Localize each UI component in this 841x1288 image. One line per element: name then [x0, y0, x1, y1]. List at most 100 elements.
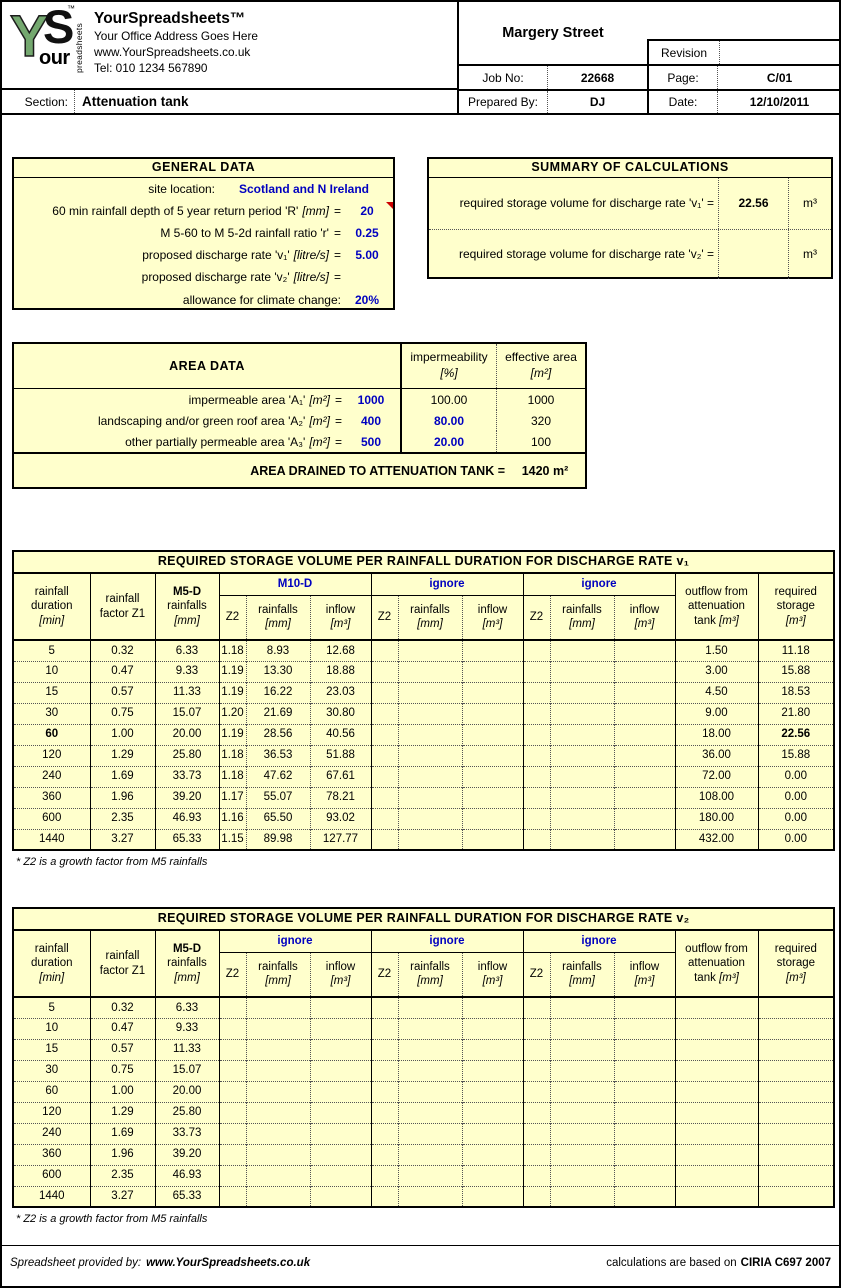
cell-g3-0 — [523, 681, 551, 703]
company-website-link[interactable]: www.YourSpreadsheets.co.uk — [94, 45, 251, 60]
cell-g3-1 — [550, 640, 615, 661]
cell-g1-2: 93.02 — [310, 807, 372, 829]
cell-storage — [758, 1080, 835, 1102]
cell-g2-2 — [462, 1122, 524, 1144]
area-input-value[interactable]: 500 — [360, 434, 382, 449]
cell-g2-1 — [398, 1143, 463, 1165]
table-title-v1: REQUIRED STORAGE VOLUME PER RAINFALL DUR… — [13, 551, 835, 574]
cell-g3-2 — [614, 702, 676, 724]
cell-g2-0 — [371, 1017, 399, 1039]
area-total-row: AREA DRAINED TO ATTENUATION TANK = 1420 … — [14, 452, 585, 488]
cell-g3-2 — [614, 1122, 676, 1144]
job-no-label: Job No: — [482, 70, 524, 85]
cell-outflow: 1.50 — [675, 640, 759, 661]
cell-g3-2 — [614, 640, 676, 661]
date-value[interactable]: 12/10/2011 — [717, 91, 839, 113]
summary-title: SUMMARY OF CALCULATIONS — [429, 159, 831, 178]
cell-duration: 15 — [13, 681, 91, 703]
cell-g1-0: 1.19 — [219, 723, 247, 745]
cell-g2-2 — [462, 807, 524, 829]
area-input-value[interactable]: 400 — [360, 413, 382, 428]
area-total-value: 1420 m² — [521, 464, 569, 478]
cell-storage: 0.00 — [758, 807, 835, 829]
cell-duration: 5 — [13, 997, 91, 1018]
cell-g3-0 — [523, 786, 551, 808]
sub-header-rainfalls: rainfalls [mm] — [398, 595, 463, 641]
table-title-v2: REQUIRED STORAGE VOLUME PER RAINFALL DUR… — [13, 908, 835, 931]
col-header-outflow: outflow from attenuation tank [m³] — [675, 573, 759, 641]
cell-duration: 360 — [13, 786, 91, 808]
cell-factor: 1.29 — [90, 1101, 156, 1123]
cell-g3-2 — [614, 681, 676, 703]
cell-g2-1 — [398, 997, 463, 1018]
table-row: 10 0.47 9.33 1.19 13.30 18.88 3.00 15.88 — [13, 660, 835, 682]
cell-g1-0: 1.16 — [219, 807, 247, 829]
sub-header-inflow: inflow [m³] — [614, 952, 676, 998]
section-value[interactable]: Attenuation tank — [82, 94, 189, 109]
cell-g3-2 — [614, 1185, 676, 1207]
general-input-value[interactable]: 20% — [354, 292, 380, 307]
general-row-label: site location: — [148, 182, 215, 197]
general-input-value[interactable]: 5.00 — [355, 248, 379, 263]
header-bottom-border — [2, 113, 839, 115]
cell-g1-1 — [246, 1101, 311, 1123]
area-input-value[interactable]: 1000 — [357, 392, 385, 407]
area-data-row: other partially permeable area 'A₃' [m²] =… — [14, 431, 585, 452]
sub-header-z2: Z2 — [371, 595, 399, 641]
cell-outflow: 36.00 — [675, 744, 759, 766]
general-input-value[interactable]: 0.25 — [355, 226, 379, 241]
section-label: Section: — [24, 94, 68, 109]
cell-g3-0 — [523, 828, 551, 850]
job-no-value[interactable]: 22668 — [547, 66, 647, 89]
cell-m5d: 20.00 — [155, 1080, 220, 1102]
cell-m5d: 46.93 — [155, 1164, 220, 1186]
cell-g2-1 — [398, 765, 463, 787]
cell-g1-1: 21.69 — [246, 702, 311, 724]
effective-area-column-header: effective area [m²] — [497, 344, 585, 388]
area-row-label: landscaping and/or green roof area 'A₂' — [97, 413, 306, 428]
col-header-storage: required storage [m³] — [758, 930, 835, 998]
cell-storage — [758, 1143, 835, 1165]
cell-g2-0 — [371, 1101, 399, 1123]
summary-rows: required storage volume for discharge ra… — [429, 178, 831, 279]
general-input-value[interactable]: 20 — [360, 204, 374, 219]
general-row-equals: = — [333, 204, 341, 219]
cell-g1-2: 12.68 — [310, 640, 372, 661]
table-row: 60 1.00 20.00 1.19 28.56 40.56 18.00 22.56 — [13, 723, 835, 745]
cell-duration: 10 — [13, 1017, 91, 1039]
cell-g3-0 — [523, 1143, 551, 1165]
impermeability-value[interactable]: 80.00 — [402, 410, 497, 431]
area-data-row: landscaping and/or green roof area 'A₂'[… — [14, 410, 585, 431]
general-input-value[interactable]: Scotland and N Ireland — [238, 182, 370, 197]
section-divider — [74, 90, 75, 113]
cell-m5d: 11.33 — [155, 681, 220, 703]
revision-value[interactable] — [719, 41, 839, 64]
cell-g1-2 — [310, 1185, 372, 1207]
area-data-rows: impermeable area 'A₁' [m²] = 1000 100.00 1000… — [14, 389, 585, 452]
cell-g2-0 — [371, 807, 399, 829]
cell-factor: 0.47 — [90, 660, 156, 682]
cell-g3-0 — [523, 997, 551, 1018]
cell-g3-1 — [550, 1143, 615, 1165]
revision-label: Revision — [660, 45, 708, 60]
prepared-by-value[interactable]: DJ — [547, 91, 647, 113]
cell-storage: 22.56 — [758, 723, 835, 745]
impermeability-value[interactable]: 20.00 — [402, 431, 497, 452]
comment-indicator-icon — [386, 202, 393, 210]
page-value[interactable]: C/01 — [717, 66, 839, 89]
cell-outflow: 108.00 — [675, 786, 759, 808]
cell-g1-2: 51.88 — [310, 744, 372, 766]
area-row-left: other partially permeable area 'A₃' [m²] =… — [14, 431, 402, 452]
cell-g1-0: 1.19 — [219, 660, 247, 682]
col-header-m5d: M5-D rainfalls [mm] — [155, 930, 220, 998]
cell-factor: 2.35 — [90, 1164, 156, 1186]
area-data-row: impermeable area 'A₁' [m²] = 1000 100.00 1000 — [14, 389, 585, 410]
cell-g1-2 — [310, 1080, 372, 1102]
footer-website-link[interactable]: www.YourSpreadsheets.co.uk — [146, 1257, 311, 1269]
cell-factor: 0.75 — [90, 702, 156, 724]
cell-duration: 600 — [13, 807, 91, 829]
cell-g1-1: 89.98 — [246, 828, 311, 850]
effective-area-label: effective area — [505, 350, 577, 365]
impermeability-unit: [%] — [440, 366, 458, 380]
general-row-unit: [mm] — [302, 204, 329, 219]
